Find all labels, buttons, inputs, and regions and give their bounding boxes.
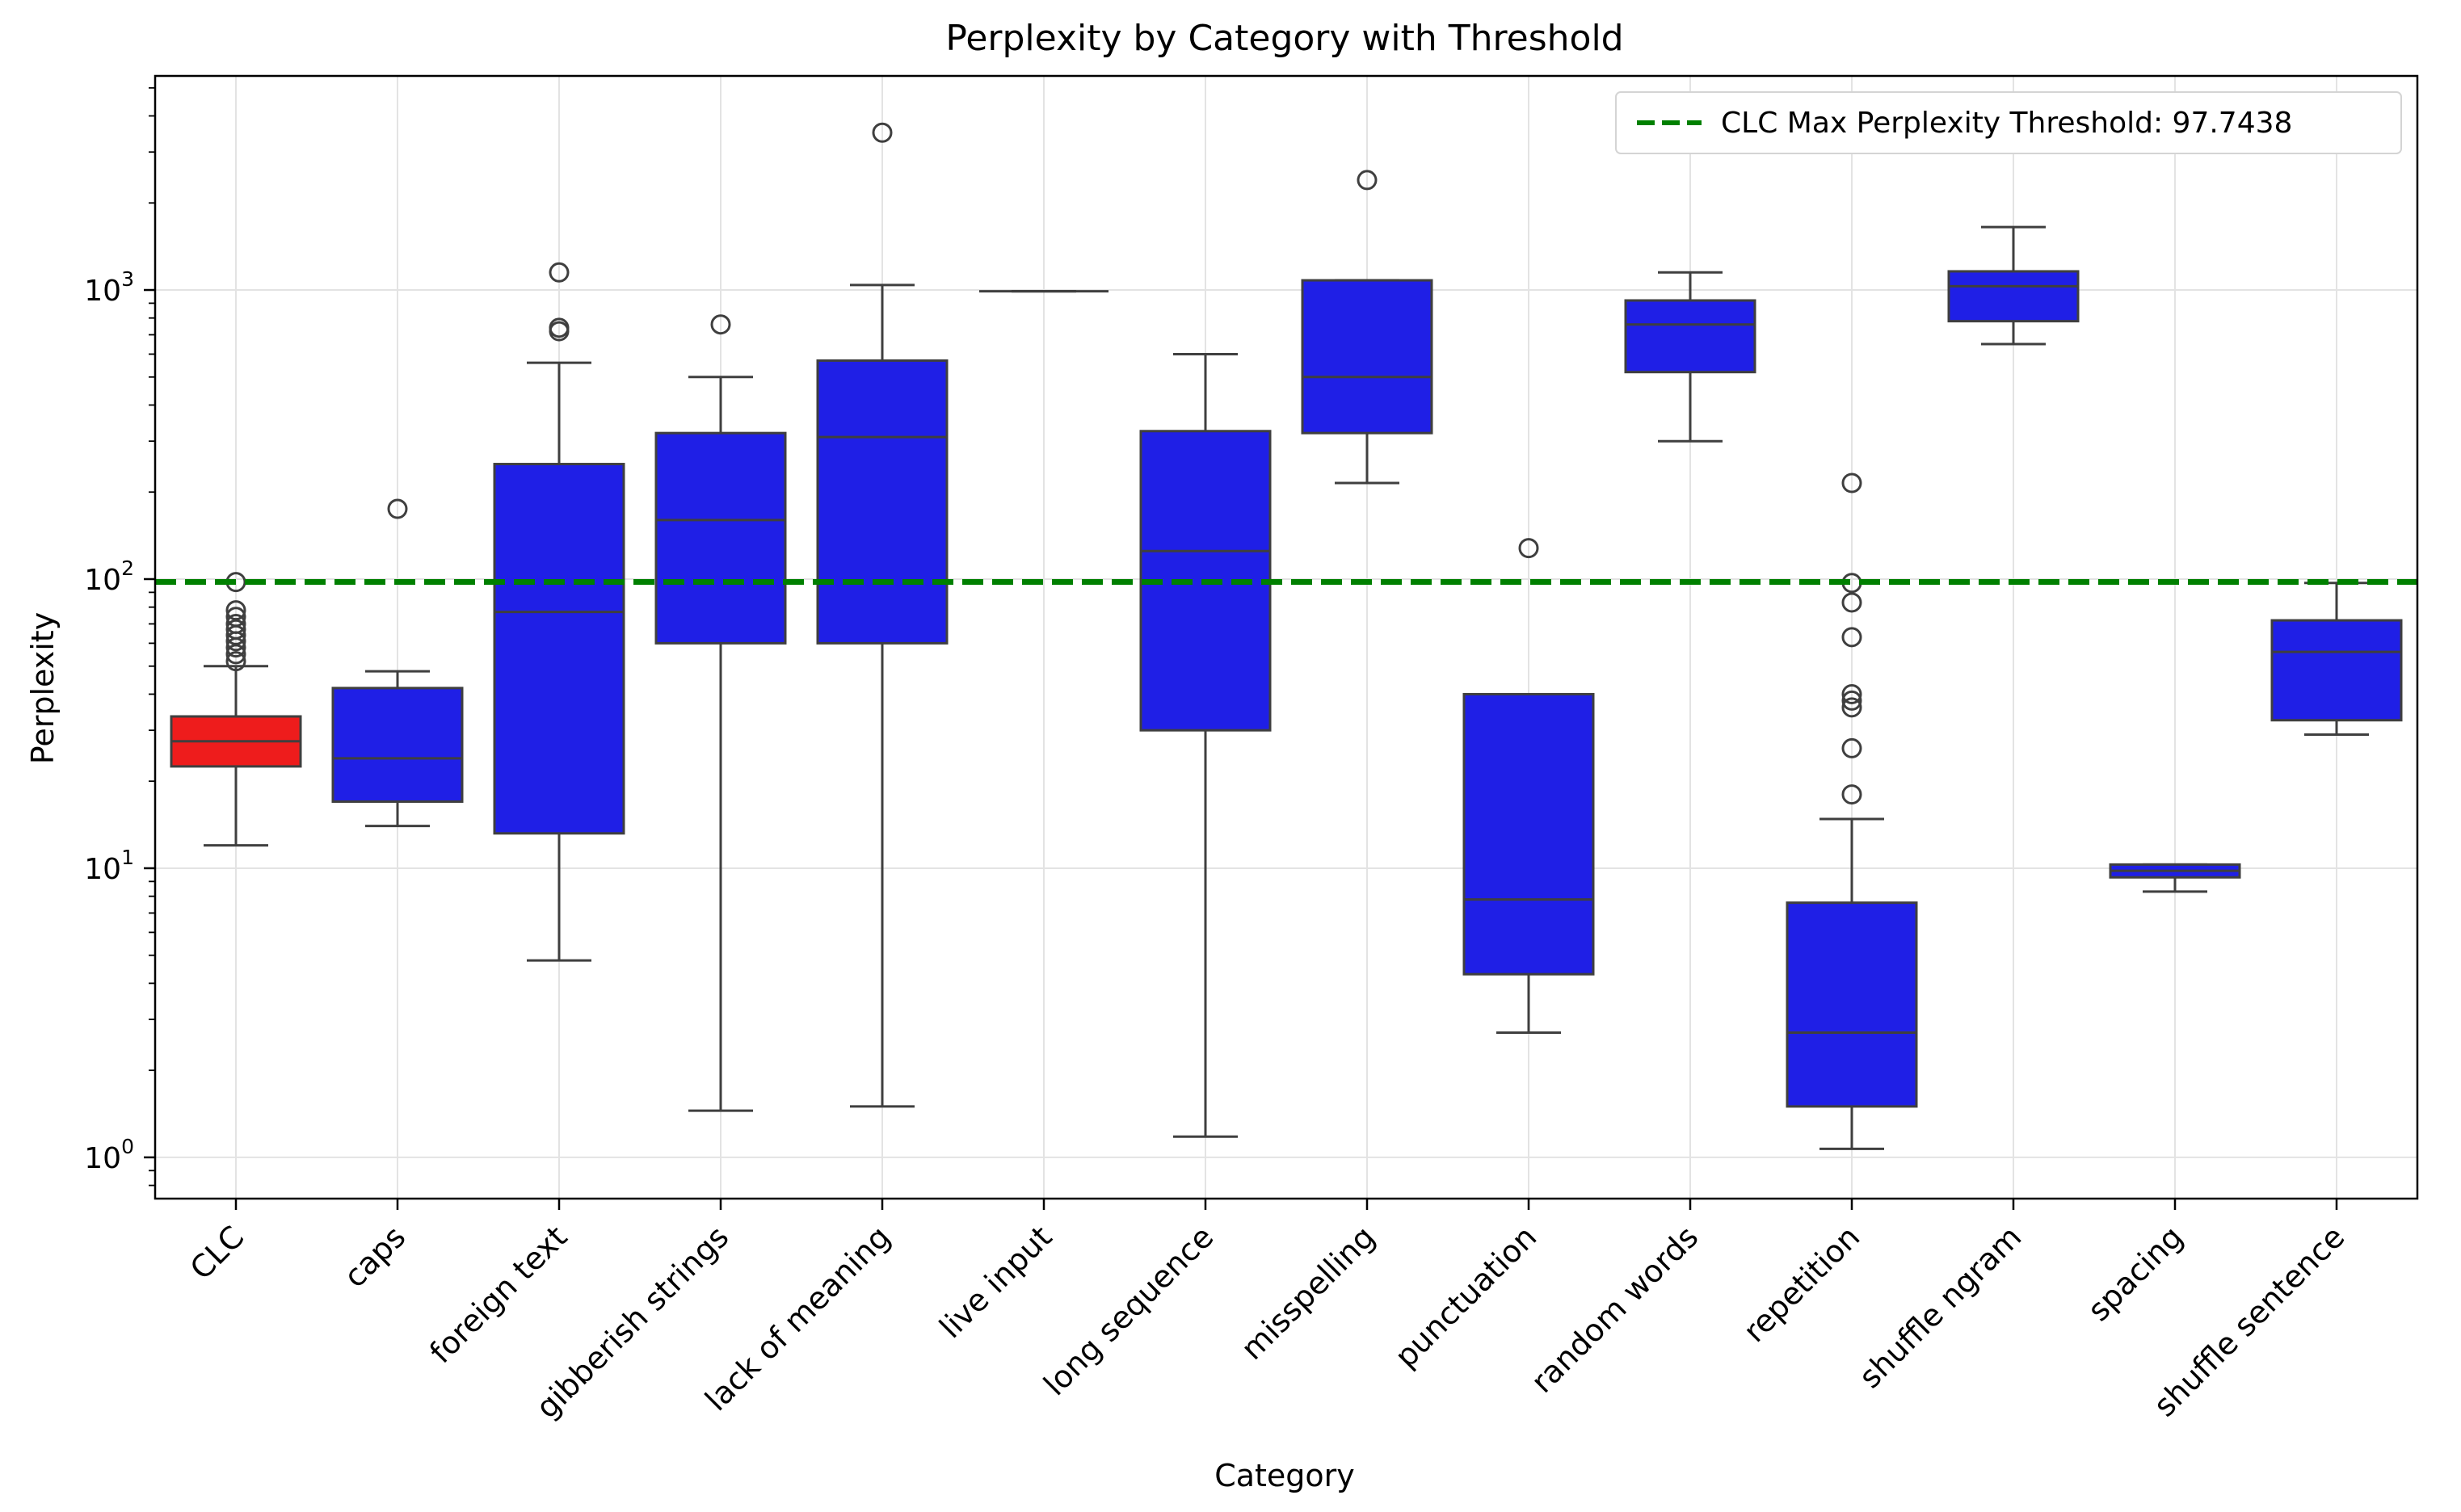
box — [1786, 901, 1918, 1108]
x-axis-label: Category — [1214, 1458, 1355, 1493]
box — [654, 431, 787, 645]
y-tick-label-exponent: 0 — [121, 1135, 134, 1158]
outlier-point — [1841, 784, 1862, 805]
legend-threshold-label: CLC Max Perplexity Threshold: 97.7438 — [1721, 107, 2292, 140]
y-tick-label-exponent: 1 — [121, 846, 134, 869]
outlier-point — [225, 607, 246, 628]
outlier-point — [225, 651, 246, 672]
box-group — [331, 498, 464, 828]
y-tick-label-base: 10 — [84, 564, 121, 597]
y-tick-label: 100 — [84, 1135, 134, 1175]
outlier-point — [1518, 538, 1539, 559]
y-tick-label-exponent: 3 — [121, 267, 134, 291]
box-group — [654, 314, 787, 1112]
box — [1462, 692, 1595, 976]
outlier-point — [1841, 472, 1862, 494]
box — [1301, 279, 1433, 435]
outlier-point — [1841, 690, 1862, 711]
outlier-point — [710, 314, 731, 335]
y-tick-label: 102 — [84, 556, 134, 597]
y-tick-label-base: 10 — [84, 1142, 121, 1175]
legend: CLC Max Perplexity Threshold: 97.7438 — [1615, 91, 2402, 154]
box-group — [1462, 538, 1595, 1035]
box-group — [1624, 271, 1756, 443]
box-group — [170, 572, 302, 847]
box-group — [493, 262, 625, 962]
legend-frame — [1615, 91, 2402, 154]
box-group — [1301, 170, 1433, 485]
outlier-point — [1841, 592, 1862, 613]
box — [2270, 619, 2403, 722]
outlier-point — [1841, 627, 1862, 648]
box-group — [2109, 863, 2241, 893]
box-group — [1786, 472, 1918, 1150]
box-group — [2270, 582, 2403, 736]
outlier-point — [872, 122, 893, 143]
y-tick-label-base: 10 — [84, 275, 121, 308]
box-group — [816, 122, 949, 1108]
box — [816, 359, 949, 645]
outlier-point — [225, 600, 246, 621]
y-tick-label: 101 — [84, 846, 134, 886]
outlier-point — [1841, 737, 1862, 758]
y-tick-label-base: 10 — [84, 853, 121, 886]
outlier-point — [1841, 697, 1862, 718]
plot-frame — [154, 74, 2419, 1200]
box-group — [1947, 225, 2080, 346]
box — [493, 463, 625, 835]
chart-title: Perplexity by Category with Threshold — [945, 18, 1623, 59]
outlier-point — [387, 498, 408, 519]
box — [1624, 299, 1756, 374]
y-axis-label: Perplexity — [25, 612, 61, 764]
outlier-point — [1841, 683, 1862, 704]
box — [331, 687, 464, 803]
outlier-point — [549, 317, 570, 338]
outlier-point — [225, 613, 246, 634]
outlier-point — [225, 619, 246, 640]
outlier-point — [549, 262, 570, 283]
outlier-point — [1357, 170, 1378, 191]
y-tick-label-exponent: 2 — [121, 556, 134, 580]
y-tick-label: 103 — [84, 267, 134, 308]
outlier-point — [225, 644, 246, 665]
box — [1947, 270, 2080, 323]
